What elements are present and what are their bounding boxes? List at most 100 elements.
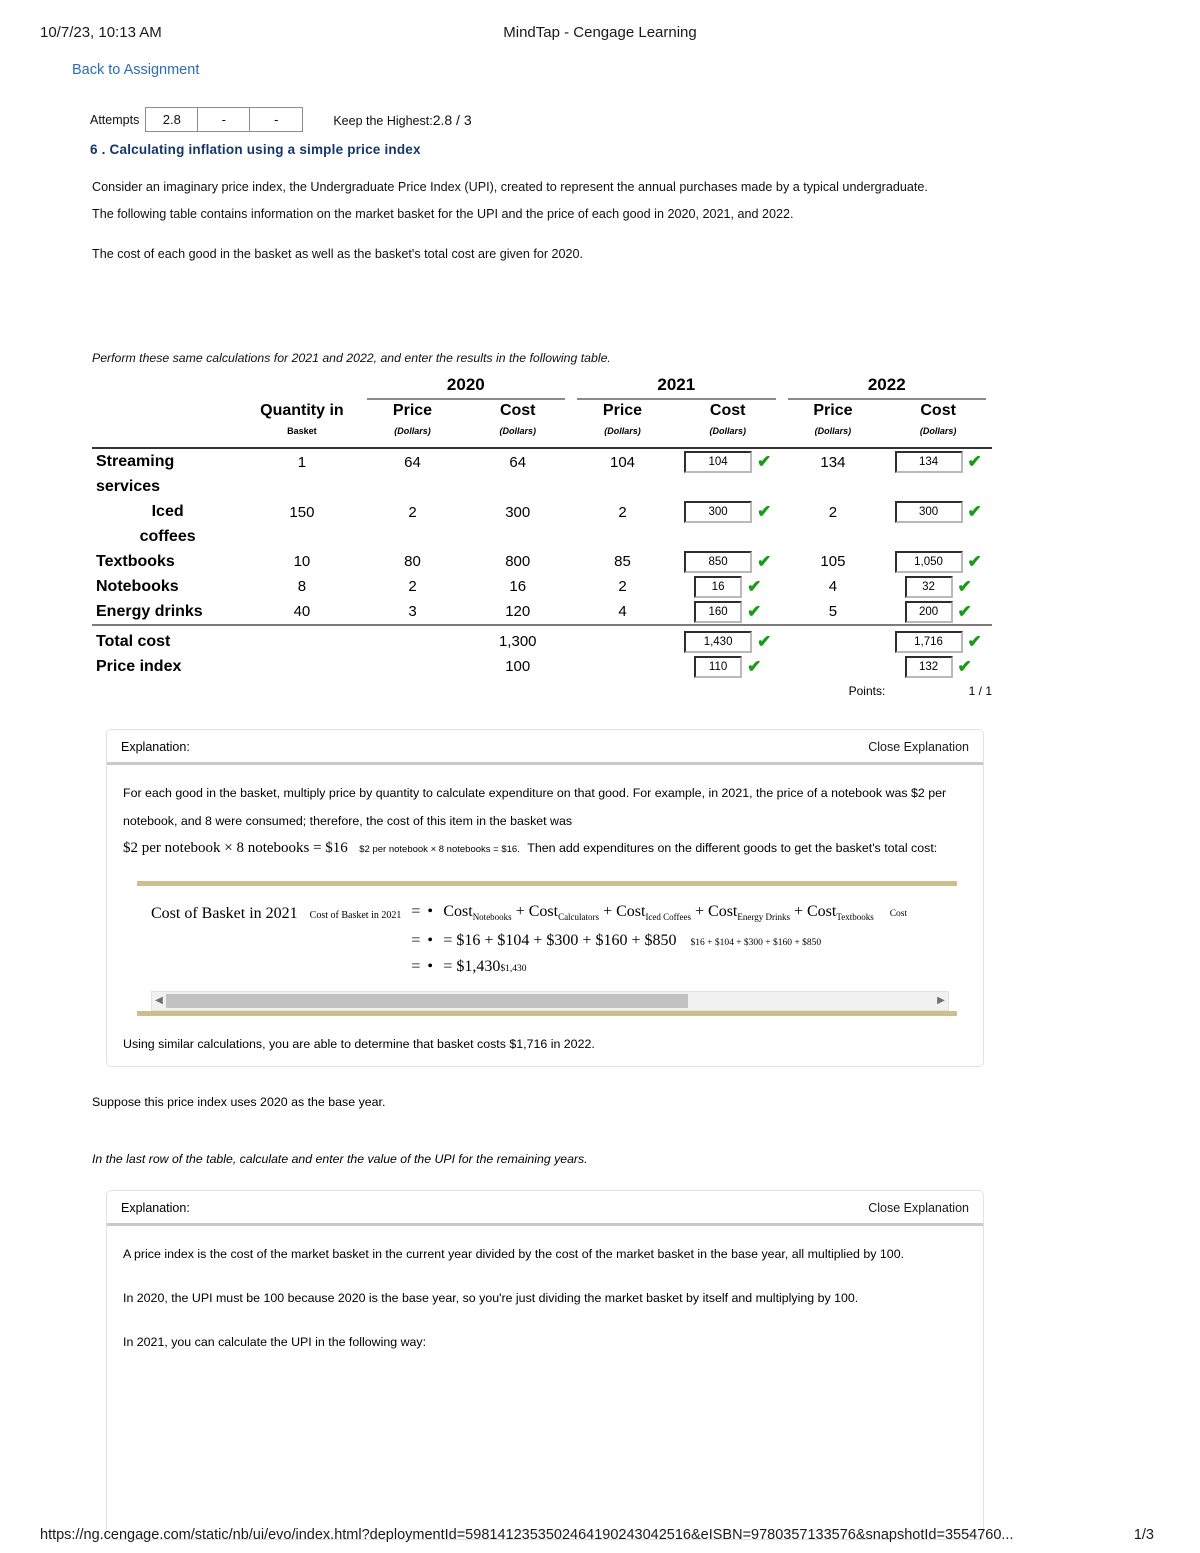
input-total-cost-2021[interactable]: 1,430 — [684, 630, 753, 653]
attempt-boxes: 2.8 - - — [145, 107, 304, 132]
scrollbar-track[interactable] — [166, 994, 934, 1009]
row-label-price-index: Price index — [96, 657, 182, 675]
back-to-assignment-link[interactable]: Back to Assignment — [72, 62, 200, 78]
input-cost-2022-iced[interactable]: 300 — [894, 501, 963, 524]
math-line-2: = • = $16 + $104 + $300 + $160 + $850 $16… — [411, 932, 822, 950]
explanation-2-heading: Explanation: — [121, 1201, 190, 1215]
input-cost-2022-streaming[interactable]: 134 — [894, 451, 963, 474]
scrollbar-thumb[interactable] — [166, 994, 689, 1009]
cell-total-cost-2020: 1,300 — [498, 633, 537, 650]
row-label-total-cost: Total cost — [96, 632, 171, 650]
print-title: MindTap - Cengage Learning — [503, 24, 697, 41]
col-header-price-2020-line2: (Dollars) — [394, 426, 431, 436]
col-header-cost-2020: Cost (Dollars) — [464, 400, 571, 445]
math-lhs-label-small: Cost of Basket in 2021 — [309, 910, 402, 921]
points-row: Points: 1 / 1 — [0, 684, 992, 698]
input-total-cost-2022[interactable]: 1,716 — [894, 630, 963, 653]
col-header-cost-2020-line1: Cost — [499, 402, 536, 419]
check-icon: ✔ — [967, 551, 982, 571]
col-header-price-2020: Price (Dollars) — [361, 400, 465, 445]
cell-price-2022-iced: 2 — [828, 503, 838, 521]
col-header-price-2020-line1: Price — [392, 402, 433, 419]
year-header-2022: 2022 — [867, 375, 906, 394]
input-price-index-2021[interactable]: 110 — [694, 655, 743, 678]
cell-quantity-iced: 150 — [289, 503, 315, 521]
math-line-2-values: = $16 + $104 + $300 + $160 + $850 — [443, 932, 677, 950]
math-horizontal-scrollbar[interactable]: ◀ ▶ — [151, 991, 949, 1012]
math-block-top-rule — [137, 881, 957, 886]
table-row: Iced coffees 150 2 300 2 300 ✔ 2 300 ✔ — [92, 499, 992, 545]
input-cost-2021-iced[interactable]: 300 — [684, 501, 753, 524]
cell-cost-2020-notebooks: 16 — [509, 578, 527, 595]
year-header-2021: 2021 — [657, 375, 696, 394]
points-label: Points: — [848, 684, 886, 698]
check-icon: ✔ — [967, 452, 982, 472]
col-header-quantity-line2: Basket — [287, 426, 317, 436]
cell-cost-2020-textbooks: 800 — [505, 553, 531, 570]
math-line-3-result: = $1,430 — [443, 958, 501, 976]
cell-quantity-streaming: 1 — [297, 453, 307, 471]
cell-price-index-2020: 100 — [505, 658, 531, 675]
table-header-rule — [92, 445, 992, 449]
cell-price-2022-energy: 5 — [828, 603, 838, 620]
attempts-label: Attempts — [90, 112, 140, 127]
cell-price-2020-notebooks: 2 — [408, 578, 417, 595]
scroll-right-arrow-icon[interactable]: ▶ — [937, 995, 945, 1007]
math-term-cost-2: Cost — [528, 903, 559, 920]
last-row-instruction-text: In the last row of the table, calculate … — [92, 1152, 588, 1166]
explanation-2-paragraph-1: A price index is the cost of the market … — [123, 1247, 905, 1261]
table-row: Streaming services 1 64 64 104 104 ✔ 134… — [92, 448, 992, 495]
cell-cost-2021-energy: 160 ✔ — [674, 599, 782, 625]
year-rule-2021 — [571, 397, 781, 400]
explanation-1-math-line: $2 per notebook × 8 notebooks = $16 $2 p… — [123, 835, 967, 863]
math-line-3: = • = $1,430$1,430 — [411, 958, 527, 976]
col-header-cost-2021: Cost (Dollars) — [674, 400, 782, 445]
explanation-2-paragraph-2: In 2020, the UPI must be 100 because 202… — [123, 1291, 859, 1305]
cell-cost-2020-iced: 300 — [505, 503, 531, 521]
cell-price-2022-notebooks: 4 — [828, 578, 838, 595]
cell-price-2020-iced: 2 — [408, 503, 417, 521]
question-paragraph-3: The cost of each good in the basket as w… — [92, 247, 584, 261]
row-label-notebooks: Notebooks — [96, 578, 179, 595]
cell-price-2021-textbooks: 85 — [614, 553, 631, 570]
input-cost-2022-textbooks[interactable]: 1,050 — [894, 550, 963, 573]
input-cost-2022-notebooks[interactable]: 32 — [904, 575, 953, 598]
math-sub-notebooks: Notebooks — [472, 912, 512, 923]
explanation-2-header: Explanation: Close Explanation — [107, 1191, 983, 1226]
scroll-left-arrow-icon[interactable]: ◀ — [155, 995, 163, 1007]
cell-quantity-energy: 40 — [293, 603, 311, 620]
math-term-cost-overflow: Cost — [889, 909, 908, 919]
question-paragraph-1-line: Consider an imaginary price index, the U… — [92, 180, 928, 194]
points-value: 1 / 1 — [968, 684, 992, 698]
cell-quantity-notebooks: 8 — [297, 578, 307, 595]
explanation-1-header: Explanation: Close Explanation — [107, 730, 983, 765]
table-row-total-cost: Total cost 1,300 1,430 ✔ 1,716 ✔ — [92, 629, 992, 654]
math-sub-calculators: Calculators — [558, 912, 600, 923]
price-index-table: 2020 2021 2022 Quantity in Basket Price … — [92, 375, 992, 679]
keep-highest: Keep the Highest:2.8 / 3 — [333, 112, 471, 128]
cell-cost-2021-textbooks: 850 ✔ — [674, 549, 782, 574]
math-block-inner: Cost of Basket in 2021 Cost of Basket in… — [137, 886, 957, 987]
cell-price-2020-streaming: 64 — [404, 453, 421, 471]
col-header-price-2022-line2: (Dollars) — [814, 426, 852, 436]
check-icon: ✔ — [957, 576, 972, 596]
close-explanation-2-button[interactable]: Close Explanation — [868, 1201, 969, 1215]
input-cost-2021-notebooks[interactable]: 16 — [694, 575, 743, 598]
year-rule-2020 — [361, 397, 572, 400]
footer-page-number: 1/3 — [1133, 1527, 1154, 1543]
question-paragraph-1: Consider an imaginary price index, the U… — [92, 174, 992, 228]
input-price-index-2022[interactable]: 132 — [904, 655, 953, 678]
input-cost-2021-textbooks[interactable]: 850 — [684, 550, 753, 573]
cell-cost-2021-notebooks: 16 ✔ — [674, 574, 782, 599]
col-header-price-2022: Price (Dollars) — [782, 400, 885, 445]
explanation-1-inline-math: $2 per notebook × 8 notebooks = $16 — [123, 840, 348, 856]
check-icon: ✔ — [757, 631, 772, 651]
row-label-streaming-services: Streaming services — [92, 448, 243, 499]
input-cost-2022-energy[interactable]: 200 — [904, 600, 953, 623]
input-cost-2021-energy[interactable]: 160 — [694, 600, 743, 623]
row-label-line1: Iced — [151, 503, 184, 520]
explanation-1-paragraph-2-rest: Then add expenditures on the different g… — [527, 841, 938, 855]
close-explanation-1-button[interactable]: Close Explanation — [868, 740, 969, 754]
table-instruction: Perform these same calculations for 2021… — [92, 351, 611, 365]
input-cost-2021-streaming[interactable]: 104 — [684, 451, 753, 474]
